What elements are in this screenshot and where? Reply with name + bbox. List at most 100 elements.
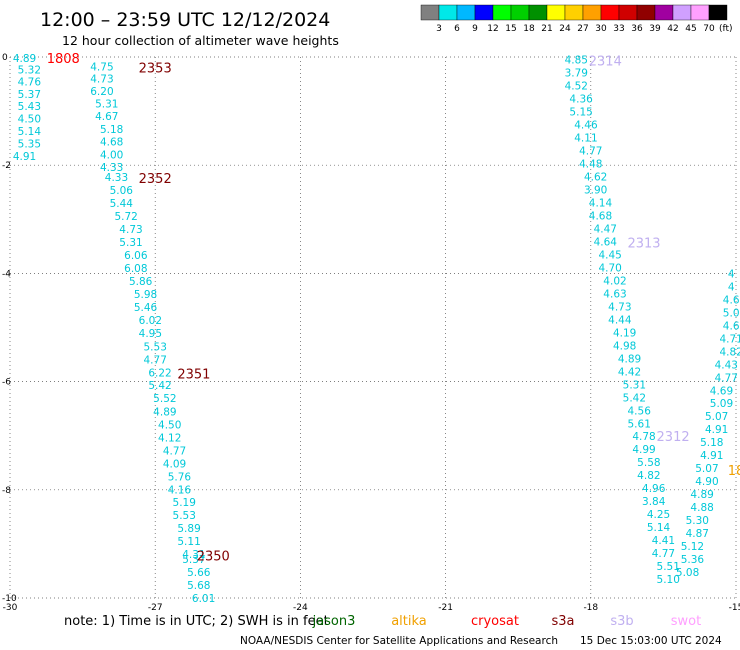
wave-height-label: 4.70	[598, 262, 621, 274]
satellite-legend: jason3 altika cryosat s3a s3b swot	[312, 614, 702, 629]
wave-height-label: 4.02	[603, 275, 626, 287]
wave-height-label: 4.31	[182, 549, 205, 561]
wave-height-label: 4.12	[158, 432, 181, 444]
wave-height-label: 4.48	[579, 159, 602, 171]
wave-height-label: 4.89	[618, 353, 641, 365]
wave-height-label: 4.67	[95, 111, 118, 123]
color-scale-swatch	[582, 4, 602, 21]
wave-height-label: 4.47	[594, 223, 617, 235]
wave-height-label: 4.25	[647, 509, 670, 521]
color-scale-swatch	[654, 4, 674, 21]
wave-height-label: 5.53	[173, 510, 196, 522]
color-scale-tick: 33	[613, 24, 624, 34]
wave-height-label: 4.44	[608, 314, 632, 326]
color-scale-tick: 42	[667, 24, 678, 34]
wave-height-label: 5.44	[110, 198, 134, 210]
color-scale-tick: 30	[595, 24, 607, 34]
color-scale-swatch	[636, 4, 656, 21]
wave-height-label: 5.43	[18, 101, 41, 113]
satellite-track: 5.375.665.686.01 2350	[182, 550, 230, 605]
wave-height-label: 5.36	[681, 554, 705, 566]
wave-height-label: 5.09	[710, 398, 733, 410]
wave-height-label: 5.35	[18, 139, 41, 151]
satellite-track: 4.754.736.205.314.675.184.684.004.33 2353	[90, 62, 171, 174]
wave-height-label: 5.66	[187, 567, 211, 579]
wave-height-label: 5.68	[187, 580, 210, 592]
longitude-tick-label: -21	[438, 603, 453, 613]
wave-height-label: 5.30	[686, 515, 709, 527]
wave-height-label: 5.89	[177, 523, 200, 535]
wave-height-label: 4.95	[139, 328, 162, 340]
color-scale-tick: 6	[454, 24, 460, 34]
wave-height-label: 5.11	[177, 536, 200, 548]
wave-height-label: 5.14	[18, 126, 42, 138]
wave-height-label: 4.87	[686, 528, 709, 540]
satellite-track: 444.65.04.64.714.824.434.774.695.095.074…	[676, 268, 740, 579]
footer-credit: NOAA/NESDIS Center for Satellite Applica…	[240, 635, 558, 647]
wave-height-label: 5.12	[681, 541, 704, 553]
wave-height-label: 5.15	[569, 107, 592, 119]
axis-tick-labels: -30 -27 -24 -21 -18 -15 0 -2 -4 -6 -8 -10	[2, 53, 740, 613]
wave-height-label: 3.79	[565, 68, 588, 80]
latitude-tick-label: -6	[2, 378, 11, 388]
color-scale-swatch	[672, 4, 692, 21]
latitude-tick-label: -2	[2, 161, 11, 171]
pass-time-label: 2352	[139, 172, 172, 187]
wave-height-label: 4.6	[723, 294, 740, 306]
latitude-tick-label: -10	[2, 594, 17, 604]
wave-height-label: 6.08	[124, 263, 147, 275]
satellite-track: 4.784.995.584.824.963.844.255.144.414.77…	[632, 430, 689, 586]
latitude-tick-label: -4	[2, 269, 11, 279]
wave-height-label: 3.84	[642, 496, 666, 508]
wave-height-label: 4.99	[632, 444, 655, 456]
wave-height-label: 5.42	[148, 380, 171, 392]
wave-height-label: 6.22	[148, 367, 171, 379]
satellite-track: 4.895.324.765.375.434.505.145.354.91 1808	[13, 52, 80, 163]
wave-height-label: 4.73	[608, 301, 631, 313]
wave-height-label: 4.14	[589, 198, 613, 210]
pass-time-label: 1808	[47, 52, 80, 67]
wave-height-label: 4.43	[715, 359, 738, 371]
wave-height-label: 5.32	[18, 64, 41, 76]
latitude-tick-label: 0	[2, 53, 8, 63]
color-scale-tick: 9	[472, 24, 478, 34]
wave-height-label: 4.50	[18, 114, 41, 126]
wave-height-label: 5.53	[144, 341, 167, 353]
wave-height-label: 4.82	[719, 346, 740, 358]
wave-height-label: 5.42	[623, 392, 646, 404]
color-scale-tick: 24	[559, 24, 571, 34]
wave-height-label: 5.86	[129, 276, 153, 288]
wave-height-label: 4.63	[603, 288, 626, 300]
satellite-track: 4.335.065.445.724.735.316.066.085.865.98…	[105, 172, 172, 379]
wave-height-label: 6.06	[124, 250, 148, 262]
wave-height-label: 4.91	[700, 450, 723, 462]
wave-height-label: 4.77	[163, 445, 186, 457]
wave-height-label: 4.69	[710, 385, 733, 397]
wave-height-label: 5.31	[623, 379, 646, 391]
wave-height-label: 4.85	[565, 55, 588, 67]
satellite-legend-item: s3a	[551, 614, 574, 629]
wave-height-label: 5.37	[18, 89, 41, 101]
wave-height-label: 4.50	[158, 419, 181, 431]
color-scale-tick: 39	[649, 24, 661, 34]
satellite-track: 4.853.794.524.365.154.464.114.774.484.62…	[565, 55, 622, 249]
wave-height-label: 5.19	[173, 497, 196, 509]
longitude-tick-label: -18	[583, 603, 598, 613]
color-scale-tick: 36	[631, 24, 643, 34]
wave-height-label: 4.64	[594, 236, 618, 248]
wave-height-label: 6.02	[139, 315, 162, 327]
wave-height-label: 4	[728, 281, 735, 293]
wave-height-label: 4.77	[715, 372, 738, 384]
longitude-tick-label: -24	[293, 603, 308, 613]
wave-height-label: 4.45	[598, 249, 621, 261]
color-scale-swatch	[708, 4, 728, 21]
wave-height-label: 4.76	[18, 76, 42, 88]
wave-height-label: 4.90	[695, 476, 718, 488]
pass-time-label: 2313	[627, 236, 660, 251]
color-scale-unit: (ft)	[719, 24, 733, 34]
satellite-legend-item: cryosat	[471, 614, 519, 629]
wave-height-label: 4.11	[574, 133, 597, 145]
color-scale-swatch	[528, 4, 548, 21]
